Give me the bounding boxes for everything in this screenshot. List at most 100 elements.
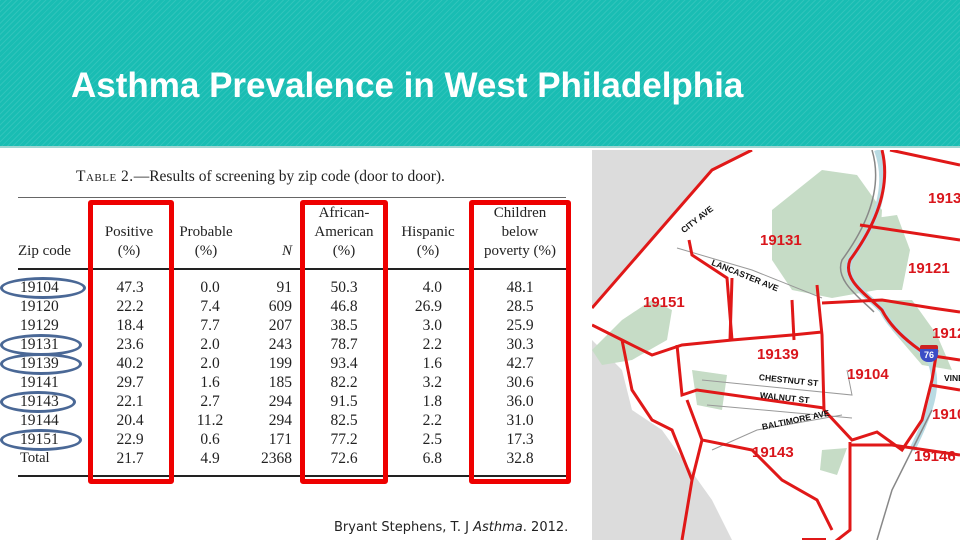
map-label-1913x: 1913 bbox=[928, 190, 960, 207]
cell-poverty: 42.7 bbox=[506, 355, 534, 372]
cell-probable: 1.6 bbox=[200, 374, 220, 391]
map-graphic bbox=[592, 150, 960, 540]
highlight-box-african-american bbox=[300, 200, 388, 484]
cell-positive: 40.2 bbox=[116, 355, 144, 372]
cell-zip-total: Total bbox=[20, 450, 50, 466]
cell-probable: 0.6 bbox=[200, 431, 220, 448]
cell-positive: 21.7 bbox=[116, 450, 144, 467]
oval-19151 bbox=[0, 429, 82, 451]
cell-probable: 2.0 bbox=[200, 336, 220, 353]
cell-probable: 0.0 bbox=[200, 279, 220, 296]
header-positive: Positive (%) bbox=[104, 224, 154, 259]
table-header-rule bbox=[18, 268, 566, 270]
cell-n: 243 bbox=[268, 336, 292, 353]
cell-hispanic: 6.8 bbox=[422, 450, 442, 467]
header-african-american: African- American (%) bbox=[314, 205, 374, 259]
cell-zip: 19129 bbox=[20, 317, 59, 334]
map-label-1910x: 1910 bbox=[932, 406, 960, 423]
cell-african-american: 91.5 bbox=[330, 393, 358, 410]
header-hispanic: Hispanic (%) bbox=[401, 224, 455, 259]
cell-probable: 7.4 bbox=[200, 298, 220, 315]
cell-hispanic: 3.0 bbox=[422, 317, 442, 334]
cell-poverty: 30.6 bbox=[506, 374, 534, 391]
header-n: N bbox=[281, 243, 292, 259]
cell-zip: 19120 bbox=[20, 298, 59, 315]
header-probable: Probable (%) bbox=[179, 224, 233, 259]
oval-19104 bbox=[0, 277, 86, 299]
cell-positive: 18.4 bbox=[116, 317, 144, 334]
cell-probable: 11.2 bbox=[196, 412, 224, 429]
caption-prefix: Table 2. bbox=[76, 168, 134, 185]
header-zip-code: Zip code bbox=[18, 243, 71, 259]
slide-title: Asthma Prevalence in West Philadelphia bbox=[71, 66, 744, 105]
interstate-76-shield-icon: 76 bbox=[920, 345, 938, 362]
cell-n: 199 bbox=[268, 355, 292, 372]
cell-n: 91 bbox=[276, 279, 293, 296]
map-label-1912x: 1912 bbox=[932, 325, 960, 342]
cell-hispanic: 2.5 bbox=[422, 431, 442, 448]
cell-hispanic: 4.0 bbox=[422, 279, 442, 296]
cell-poverty: 30.3 bbox=[506, 336, 534, 353]
cell-poverty: 36.0 bbox=[506, 393, 534, 410]
table-bottom-rule bbox=[18, 475, 566, 477]
cell-hispanic: 26.9 bbox=[414, 298, 442, 315]
cell-n: 294 bbox=[268, 393, 292, 410]
title-bar: Asthma Prevalence in West Philadelphia bbox=[0, 0, 960, 148]
oval-19139 bbox=[0, 353, 82, 375]
cell-n: 2368 bbox=[261, 450, 292, 467]
map-label-19139: 19139 bbox=[757, 346, 799, 363]
cell-positive: 29.7 bbox=[116, 374, 144, 391]
zip-code-map: 1913 19131 19121 19151 1912 19139 19104 … bbox=[592, 150, 960, 540]
cell-african-american: 93.4 bbox=[330, 355, 358, 372]
citation: Bryant Stephens, T. J Asthma. 2012. bbox=[334, 520, 569, 535]
cell-hispanic: 2.2 bbox=[422, 336, 442, 353]
table-panel: Table 2.—Results of screening by zip cod… bbox=[0, 150, 592, 540]
map-label-19131: 19131 bbox=[760, 232, 802, 249]
cell-african-american: 46.8 bbox=[330, 298, 358, 315]
cell-probable: 4.9 bbox=[200, 450, 220, 467]
cell-hispanic: 3.2 bbox=[422, 374, 442, 391]
map-label-19143: 19143 bbox=[752, 444, 794, 461]
cell-hispanic: 1.8 bbox=[422, 393, 442, 410]
cell-hispanic: 1.6 bbox=[422, 355, 442, 372]
map-label-19104: 19104 bbox=[847, 366, 889, 383]
cell-african-american: 78.7 bbox=[330, 336, 358, 353]
cell-positive: 22.9 bbox=[116, 431, 144, 448]
cell-positive: 20.4 bbox=[116, 412, 144, 429]
cell-positive: 23.6 bbox=[116, 336, 144, 353]
cell-n: 207 bbox=[268, 317, 292, 334]
cell-poverty: 25.9 bbox=[506, 317, 534, 334]
cell-poverty: 28.5 bbox=[506, 298, 534, 315]
cell-african-american: 50.3 bbox=[330, 279, 358, 296]
table-caption: Table 2.—Results of screening by zip cod… bbox=[76, 168, 445, 186]
table-top-rule bbox=[18, 197, 566, 198]
cell-n: 609 bbox=[268, 298, 292, 315]
header-children-below-poverty: Children below poverty (%) bbox=[483, 205, 557, 259]
cell-hispanic: 2.2 bbox=[422, 412, 442, 429]
map-label-19146: 19146 bbox=[914, 448, 956, 465]
cell-poverty: 31.0 bbox=[506, 412, 534, 429]
oval-19143 bbox=[0, 391, 76, 413]
highlight-box-positive bbox=[88, 200, 174, 484]
cell-n: 185 bbox=[268, 374, 292, 391]
cell-african-american: 82.2 bbox=[330, 374, 358, 391]
cell-poverty: 17.3 bbox=[506, 431, 534, 448]
cell-positive: 47.3 bbox=[116, 279, 144, 296]
cell-probable: 2.7 bbox=[200, 393, 220, 410]
map-label-19121: 19121 bbox=[908, 260, 950, 277]
cell-n: 294 bbox=[268, 412, 292, 429]
highlight-box-poverty bbox=[469, 200, 571, 484]
cell-poverty: 32.8 bbox=[506, 450, 534, 467]
cell-african-american: 82.5 bbox=[330, 412, 358, 429]
map-label-19151: 19151 bbox=[643, 294, 685, 311]
cell-positive: 22.2 bbox=[116, 298, 144, 315]
street-vine: VINE bbox=[944, 373, 960, 383]
cell-poverty: 48.1 bbox=[506, 279, 534, 296]
caption-text: —Results of screening by zip code (door … bbox=[133, 168, 445, 185]
cell-zip: 19141 bbox=[20, 374, 59, 391]
cell-zip: 19144 bbox=[20, 412, 59, 429]
cell-positive: 22.1 bbox=[116, 393, 144, 410]
cell-probable: 2.0 bbox=[200, 355, 220, 372]
cell-african-american: 38.5 bbox=[330, 317, 358, 334]
cell-african-american: 72.6 bbox=[330, 450, 358, 467]
